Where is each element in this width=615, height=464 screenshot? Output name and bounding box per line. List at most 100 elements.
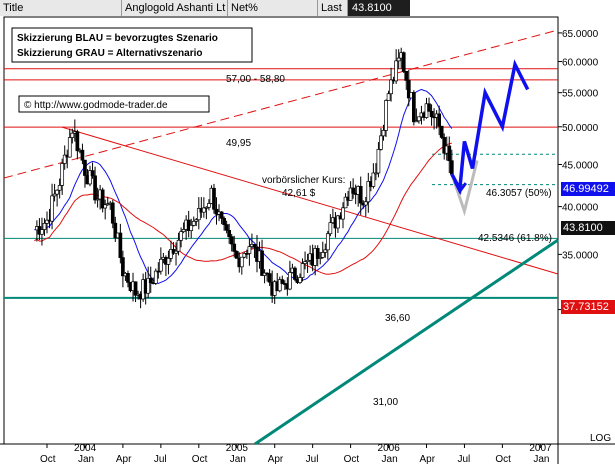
candle-body [447, 145, 452, 162]
candle-body [62, 154, 67, 164]
candle-body [224, 224, 229, 231]
candle-body [153, 270, 158, 284]
candle-body [207, 203, 211, 208]
fib-618-label: 42.5346 (61.8%) [478, 233, 552, 244]
y-tick-label: 40.0000 [562, 203, 599, 214]
candle-body [389, 79, 393, 95]
x-month-label: Oct [192, 454, 208, 464]
candle-body [146, 277, 151, 294]
candle-body [159, 258, 163, 272]
header-last-label: Last [318, 0, 348, 16]
x-month-label: Apr [268, 454, 284, 464]
candle-body [103, 204, 108, 209]
candle-body [300, 263, 305, 278]
candle-body [280, 279, 285, 284]
candle-body [298, 277, 302, 283]
candle-body [222, 217, 226, 225]
candle-body [166, 257, 171, 265]
x-month-label: Jul [306, 454, 319, 464]
candle-body [90, 170, 95, 177]
candle-body [126, 273, 130, 283]
candle-body [401, 52, 406, 72]
candle-body [376, 149, 381, 174]
candle-body [57, 185, 62, 191]
candle-body [429, 110, 434, 118]
candle-body [196, 208, 201, 221]
header-title-label: Title [0, 0, 122, 16]
candle-body [245, 253, 249, 255]
header-unit: Net% [228, 0, 318, 16]
candle-body [341, 207, 345, 220]
copyright-box [18, 95, 210, 113]
x-month-label: Jul [154, 454, 167, 464]
candle-body [371, 172, 376, 187]
moving-average-blue [34, 88, 453, 285]
candle-body [351, 187, 355, 194]
candle-body [80, 149, 85, 161]
candle-body [239, 256, 244, 268]
candle-body [156, 270, 161, 273]
candle-body [242, 253, 247, 258]
ma-blue-price-box: 46.99492 [561, 182, 615, 196]
candle-body [194, 219, 199, 222]
candle-body [121, 257, 125, 277]
candle-body [320, 252, 325, 258]
x-year-label: 2005 [226, 443, 249, 454]
plot-area [3, 16, 559, 445]
candle-body [288, 272, 292, 290]
candle-body [323, 249, 328, 253]
upper-trendline-dashed [3, 29, 559, 179]
candle-body [50, 195, 54, 222]
candle-body [100, 189, 105, 209]
candle-body [406, 80, 411, 99]
candle-body [174, 250, 178, 254]
y-tick-label: 60.0000 [562, 58, 599, 69]
candle-body [417, 116, 421, 122]
candle-body [260, 250, 264, 276]
y-tick-label: 35.0000 [562, 250, 599, 261]
x-month-label: Jan [78, 454, 94, 464]
candle-body [348, 187, 353, 201]
x-month-label: Apr [116, 454, 132, 464]
scenario-blue-text: Skizzierung BLAU = bevorzugtes Szenario [17, 33, 218, 44]
candle-body [412, 92, 416, 123]
candle-body [176, 239, 181, 252]
candle-body [234, 251, 239, 259]
candle-body [449, 160, 454, 175]
header-last-value: 43.8100 [348, 0, 410, 16]
candle-body [315, 248, 320, 259]
candle-body [394, 60, 398, 82]
candle-body [181, 229, 186, 232]
candle-body [442, 137, 447, 154]
candle-body [414, 120, 419, 123]
y-tick-label: 45.0000 [562, 160, 599, 171]
downtrend-line [61, 126, 559, 275]
candle-body [110, 202, 115, 224]
candle-body [40, 229, 44, 235]
candle-body [52, 193, 57, 197]
header-instrument-name: Anglogold Ashanti Lt [122, 0, 228, 16]
last-price-box: 43.8100 [561, 221, 615, 235]
candle-body [148, 277, 153, 283]
scenario-legend-box [11, 27, 253, 63]
candle-body [219, 211, 224, 219]
candle-body [325, 233, 330, 251]
x-month-label: Apr [420, 454, 436, 464]
candle-body [379, 135, 383, 150]
premarket-title: vorbörslicher Kurs: [262, 175, 345, 186]
candle-body [277, 279, 282, 292]
candle-body [384, 100, 388, 131]
candle-body [93, 175, 97, 201]
x-month-label: Jan [533, 454, 549, 464]
candle-body [67, 137, 72, 158]
candle-body [212, 187, 216, 210]
candle-body [189, 225, 194, 231]
candle-body [55, 189, 59, 195]
candle-body [83, 159, 87, 176]
candle-body [267, 273, 272, 283]
candle-body [305, 259, 310, 262]
candle-body [202, 207, 206, 213]
candle-body [227, 229, 232, 238]
y-tick-label: 50.0000 [562, 123, 599, 134]
